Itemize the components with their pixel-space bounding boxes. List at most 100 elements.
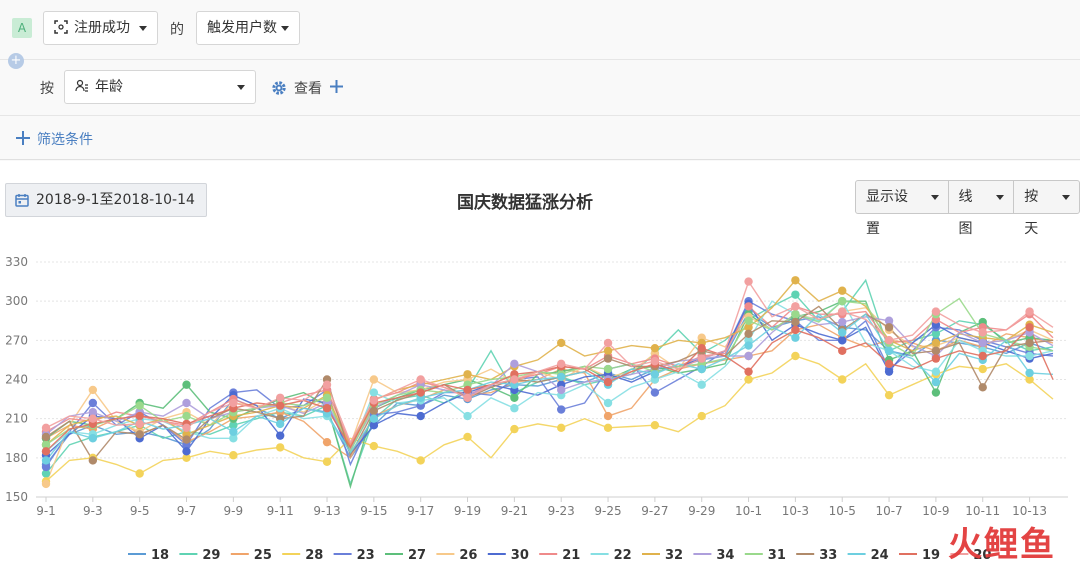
granularity-button[interactable]: 按天 (1013, 180, 1080, 237)
chevron-down-icon (281, 26, 289, 31)
data-point-20 (229, 398, 238, 408)
series-line-20 (45, 280, 1054, 444)
plus-icon[interactable] (329, 79, 344, 94)
legend-label-21: 21 (562, 548, 580, 563)
data-point-20 (978, 328, 987, 337)
x-tick-label: 9-7 (177, 504, 197, 518)
x-tick-label: 9-17 (407, 504, 434, 518)
date-range-picker[interactable]: 2018-9-1至2018-10-14 (5, 183, 207, 217)
data-point-33 (1025, 338, 1034, 348)
add-metric-icon[interactable]: + (8, 53, 24, 69)
data-point-27 (182, 380, 191, 389)
legend-label-31: 31 (768, 548, 786, 563)
legend-label-25: 25 (254, 548, 272, 563)
data-point-19 (791, 325, 800, 335)
data-point-24 (791, 333, 800, 342)
data-point-32 (650, 343, 660, 353)
data-point-28 (135, 469, 144, 478)
by-label: 按 (40, 81, 54, 97)
data-point-33 (135, 430, 144, 439)
chart-controls: 显示设置 线图 按天 (855, 180, 1080, 237)
data-point-23 (41, 462, 51, 472)
x-tick-label: 9-29 (688, 504, 715, 518)
metric-select[interactable]: 触发用户数 (196, 11, 300, 45)
data-point-19 (416, 388, 425, 397)
data-point-28 (322, 457, 332, 466)
data-point-34 (557, 385, 566, 395)
x-tick-label: 10-13 (1012, 504, 1047, 518)
data-point-30 (416, 411, 425, 421)
x-tick-label: 9-19 (454, 504, 481, 518)
filter-row: 筛选条件 (0, 116, 1080, 160)
metric-select-value: 触发用户数 (207, 20, 277, 36)
legend-label-20: 20 (973, 548, 991, 563)
data-point-32 (744, 323, 753, 332)
user-list-icon (75, 79, 88, 92)
data-point-19 (603, 377, 613, 387)
x-tick-label: 10-11 (965, 504, 1000, 518)
of-label: 的 (170, 22, 184, 38)
data-point-28 (416, 456, 425, 465)
data-point-27 (510, 393, 519, 402)
data-point-20 (791, 302, 800, 311)
group-select[interactable]: 年龄 (64, 70, 256, 104)
y-tick-label: 240 (5, 373, 28, 387)
data-point-28 (650, 420, 660, 430)
y-tick-label: 330 (5, 255, 28, 269)
data-point-20 (884, 336, 894, 345)
data-point-31 (791, 310, 800, 319)
data-point-31 (182, 411, 191, 421)
event-select-value: 注册成功 (74, 20, 130, 36)
data-point-31 (838, 296, 847, 306)
data-point-33 (182, 435, 191, 444)
add-filter-link[interactable]: 筛选条件 (37, 132, 93, 148)
chart-type-button[interactable]: 线图 (947, 180, 1015, 237)
data-point-19 (275, 401, 285, 410)
data-point-21 (744, 302, 753, 311)
series-badge: A (12, 18, 32, 38)
data-point-32 (791, 276, 800, 285)
series-line-23 (45, 300, 1054, 468)
data-point-19 (931, 354, 941, 363)
data-point-19 (978, 351, 987, 361)
data-point-28 (463, 432, 472, 442)
data-point-31 (41, 440, 51, 449)
data-point-28 (229, 451, 238, 460)
event-select[interactable]: 注册成功 (43, 11, 158, 45)
data-point-22 (1025, 351, 1034, 361)
data-point-24 (697, 364, 706, 374)
data-point-29 (791, 290, 800, 299)
data-point-28 (744, 375, 753, 384)
data-point-20 (41, 423, 51, 433)
display-settings-button[interactable]: 显示设置 (855, 180, 949, 237)
x-tick-label: 9-1 (36, 504, 56, 518)
x-tick-label: 9-3 (83, 504, 103, 518)
data-point-33 (369, 406, 379, 416)
data-point-24 (838, 328, 847, 337)
chart-type-label: 线图 (958, 189, 973, 237)
data-point-28 (557, 423, 566, 433)
data-point-24 (931, 377, 941, 387)
granularity-label: 按天 (1024, 189, 1039, 237)
y-tick-label: 150 (5, 490, 28, 504)
data-point-24 (275, 419, 285, 429)
chevron-down-icon (237, 85, 245, 90)
data-point-34 (978, 338, 987, 348)
gear-icon[interactable] (271, 80, 287, 96)
data-point-20 (510, 375, 519, 384)
data-point-22 (603, 398, 613, 408)
series-line-33 (45, 305, 1054, 462)
view-label[interactable]: 查看 (294, 81, 322, 97)
data-point-31 (322, 393, 332, 402)
data-point-24 (41, 456, 51, 465)
legend-label-22: 22 (614, 548, 632, 563)
data-point-28 (791, 351, 800, 361)
data-point-26 (369, 375, 379, 384)
data-point-28 (369, 441, 379, 451)
plus-icon[interactable] (16, 131, 30, 145)
data-point-20 (1025, 307, 1034, 316)
data-point-20 (182, 423, 191, 433)
data-point-24 (1025, 368, 1034, 378)
data-point-32 (603, 346, 613, 355)
data-point-24 (88, 434, 98, 443)
